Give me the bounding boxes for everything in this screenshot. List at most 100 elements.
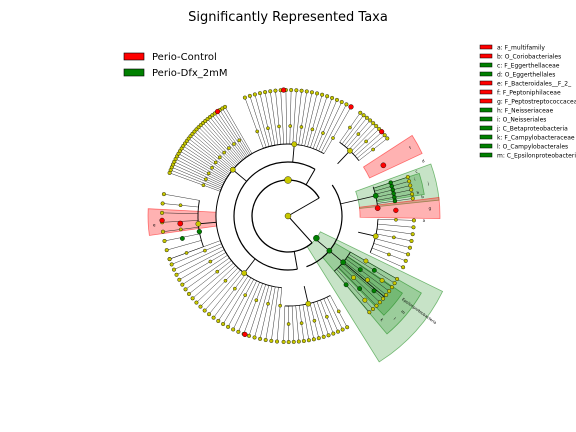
tree-node: [379, 278, 385, 283]
tree-edge: [243, 283, 263, 335]
tree-node: [326, 247, 333, 254]
legend-swatch-0: [123, 52, 145, 61]
tree-edge: [295, 305, 300, 342]
tree-edge: [224, 106, 253, 154]
tree-node: [393, 207, 399, 213]
tree-node: [374, 303, 379, 308]
tree-node: [410, 232, 415, 237]
tree-node: [387, 289, 392, 294]
clade-label: e: [153, 222, 156, 227]
tree-edge: [312, 97, 333, 149]
tree-edge: [264, 92, 276, 146]
tree-edge: [375, 238, 410, 248]
tree-node: [215, 269, 220, 274]
taxa-swatch-f: [479, 89, 493, 95]
tree-node: [227, 146, 231, 150]
tree-edge: [200, 267, 239, 307]
tree-node: [365, 277, 370, 283]
tree-edge: [265, 286, 276, 341]
tree-node: [296, 339, 301, 344]
tree-node: [380, 162, 387, 169]
tree-edge: [310, 96, 328, 148]
tree-node: [242, 331, 248, 338]
tree-edge: [198, 127, 238, 166]
tree-node: [213, 160, 218, 165]
tree-node: [177, 220, 184, 227]
tree-node: [237, 138, 242, 143]
tree-node: [320, 92, 325, 97]
tree-edge: [178, 153, 226, 181]
tree-edge: [337, 150, 351, 165]
tree-edge: [166, 240, 202, 251]
tree-node: [334, 97, 339, 102]
tree-edge: [171, 167, 222, 189]
tree-edge: [254, 94, 270, 147]
tree-node: [257, 91, 262, 96]
tree-edge: [293, 251, 298, 270]
tree-edge: [315, 99, 338, 150]
taxa-swatch-b: [479, 53, 493, 59]
tree-edge: [207, 118, 243, 161]
tree-edge: [315, 238, 385, 298]
taxa-label-g: g: F_Peptostreptococcaceae: [497, 99, 576, 106]
tree-edge: [169, 240, 221, 260]
tree-node: [388, 180, 393, 185]
tree-edge: [179, 252, 227, 280]
tree-node: [351, 275, 357, 281]
taxa-label-d: d: O_Eggerthellales: [497, 72, 555, 79]
taxa-swatch-e: [479, 80, 493, 86]
tree-node: [377, 300, 382, 305]
tree-edge: [179, 150, 227, 180]
tree-node: [372, 233, 379, 240]
taxa-label-b: b: O_Coriobacteriales: [497, 54, 561, 61]
tree-node: [288, 124, 293, 128]
tree-node: [204, 177, 208, 181]
clade-highlights: [147, 134, 444, 363]
tree-edge: [326, 297, 343, 330]
tree-node: [263, 338, 268, 343]
tree-edge: [270, 91, 279, 145]
tree-node: [316, 336, 321, 341]
tree-edge: [259, 286, 273, 339]
tree-node: [392, 281, 397, 286]
tree-node: [361, 113, 366, 118]
tree-node: [374, 124, 379, 129]
taxa-label-j: j: C_Betaproteobacteria: [496, 126, 568, 133]
tree-node: [310, 127, 315, 132]
tree-node: [278, 303, 282, 308]
tree-edge: [212, 115, 245, 159]
tree-edge: [205, 120, 241, 162]
tree-node: [266, 126, 270, 131]
taxa-label-m: m: C_Epsilonproteobacteria: [497, 153, 576, 160]
tree-edge: [171, 243, 222, 265]
tree-edge: [321, 104, 347, 153]
tree-edge: [222, 108, 251, 155]
tree-node: [384, 292, 389, 297]
tree-node: [321, 334, 326, 339]
tree-edge: [162, 212, 199, 214]
tree-node: [410, 196, 415, 201]
tree-edge: [377, 228, 413, 235]
tree-edge: [342, 263, 384, 299]
tree-node: [385, 136, 390, 141]
tree-node: [206, 171, 211, 176]
tree-edge: [289, 90, 292, 145]
tree-node: [161, 192, 166, 197]
tree-edge: [185, 257, 230, 290]
tree-node: [202, 308, 207, 313]
tree-node: [201, 183, 206, 188]
tree-arc: [306, 184, 343, 268]
tree-arc: [233, 161, 316, 271]
tree-edge: [183, 145, 229, 177]
tree-edge: [219, 109, 250, 156]
tree-edge: [176, 249, 225, 275]
tree-edge: [213, 273, 246, 318]
taxa-swatch-k: [479, 134, 493, 140]
tree-edge: [192, 133, 234, 170]
tree-edge: [238, 282, 260, 332]
tree-node: [164, 248, 169, 253]
tree-edge: [323, 298, 339, 332]
tree-node: [305, 300, 312, 307]
tree-node: [196, 229, 202, 235]
clade-label: b: [421, 194, 425, 199]
